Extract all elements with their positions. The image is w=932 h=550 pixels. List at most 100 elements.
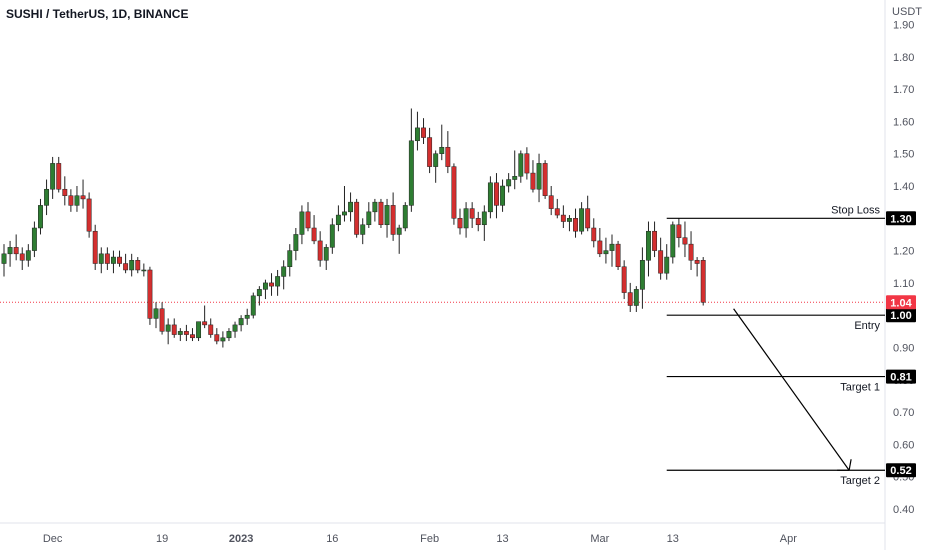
- y-tick-label: 0.70: [893, 407, 914, 419]
- candle-body: [299, 211, 305, 235]
- level-price-text: 1.30: [890, 213, 911, 225]
- y-tick-label: 1.10: [893, 278, 914, 290]
- y-tick-label: 1.80: [893, 52, 914, 64]
- candle-body: [591, 227, 597, 242]
- candle-body: [542, 163, 548, 196]
- candle-body: [98, 253, 104, 264]
- y-tick-label: 0.90: [893, 343, 914, 355]
- x-tick-label: 2023: [229, 533, 253, 545]
- candle-body: [311, 227, 317, 242]
- candle-body: [323, 247, 329, 261]
- candle-body: [317, 240, 323, 261]
- y-tick-label: 1.40: [893, 181, 914, 193]
- candle-body: [38, 205, 43, 229]
- candle-body: [524, 153, 530, 174]
- candle-body: [366, 211, 372, 226]
- candle-body: [348, 201, 354, 213]
- candle-body: [633, 289, 639, 306]
- candle-body: [457, 218, 463, 229]
- current-price-text: 1.04: [890, 297, 912, 309]
- candle-body: [80, 195, 86, 200]
- level-price-tag: [886, 369, 916, 384]
- y-tick-label: 0.60: [893, 439, 914, 451]
- candle-body: [25, 250, 31, 261]
- candle-body: [554, 208, 560, 216]
- candle-body: [7, 247, 13, 255]
- candle-body: [68, 195, 74, 206]
- y-tick-label: 1.50: [893, 149, 914, 161]
- candle-body: [159, 308, 165, 332]
- candle-body: [585, 208, 591, 229]
- level-price-tag: [886, 308, 916, 323]
- candle-body: [615, 243, 621, 267]
- candle-body: [287, 250, 293, 268]
- level-label: Stop Loss: [831, 204, 880, 216]
- y-tick-label: 1.60: [893, 116, 914, 128]
- candle-body: [335, 214, 341, 226]
- candle-body: [117, 256, 122, 264]
- candle-body: [86, 198, 92, 232]
- candle-body: [74, 195, 80, 206]
- candle-body: [506, 179, 512, 187]
- candle-body: [579, 208, 585, 232]
- current-price-tag: [886, 295, 916, 310]
- candle-body: [646, 230, 651, 261]
- x-tick-label: Feb: [420, 533, 439, 545]
- candle-body: [183, 331, 189, 335]
- candle-body: [518, 153, 524, 177]
- candle-body: [329, 224, 335, 248]
- y-tick-label: 1.90: [893, 20, 914, 32]
- candle-body: [500, 185, 506, 206]
- candle-body: [621, 266, 627, 293]
- candle-body: [445, 146, 451, 167]
- candle-body: [19, 253, 25, 261]
- candle-body: [56, 163, 62, 190]
- level-price-text: 1.00: [890, 310, 911, 322]
- candle-body: [530, 172, 536, 190]
- arrow-head: [848, 459, 852, 471]
- candle-body: [238, 318, 244, 326]
- x-tick-label: 13: [496, 533, 508, 545]
- candle-body: [414, 127, 420, 142]
- level-label: Target 1: [840, 382, 880, 394]
- candle-body: [104, 253, 110, 264]
- candle-body: [226, 331, 232, 339]
- candle-body: [694, 260, 700, 264]
- currency-label: USDT: [892, 6, 922, 18]
- candle-body: [147, 269, 153, 319]
- candle-body: [384, 205, 390, 226]
- candle-body: [360, 224, 366, 235]
- candle-body: [433, 153, 439, 167]
- candle-body: [281, 266, 287, 277]
- candle-body: [469, 208, 475, 219]
- candle-body: [129, 260, 135, 271]
- x-tick-label: 16: [326, 533, 338, 545]
- x-tick-label: 19: [156, 533, 168, 545]
- candle-body: [214, 334, 220, 342]
- candle-body: [664, 256, 670, 274]
- candle-body: [494, 182, 499, 206]
- candle-body: [165, 324, 171, 332]
- candle-body: [44, 188, 50, 206]
- candle-body: [396, 227, 402, 235]
- candle-body: [421, 127, 426, 138]
- candle-body: [481, 211, 487, 226]
- candle-body: [62, 188, 68, 196]
- candle-body: [609, 243, 615, 251]
- candle-body: [652, 230, 658, 251]
- candle-body: [603, 250, 609, 255]
- candle-body: [293, 234, 299, 251]
- candle-body: [475, 218, 481, 226]
- candle-body: [439, 146, 445, 154]
- x-tick-label: Mar: [590, 533, 609, 545]
- candle-body: [676, 224, 682, 238]
- y-tick-label: 1.20: [893, 246, 914, 258]
- candle-body: [378, 201, 384, 226]
- candle-body: [305, 211, 311, 229]
- candle-body: [110, 256, 116, 264]
- candle-body: [92, 230, 98, 264]
- candle-body: [548, 195, 554, 209]
- level-price-tag: [886, 211, 916, 226]
- candle-body: [390, 205, 396, 235]
